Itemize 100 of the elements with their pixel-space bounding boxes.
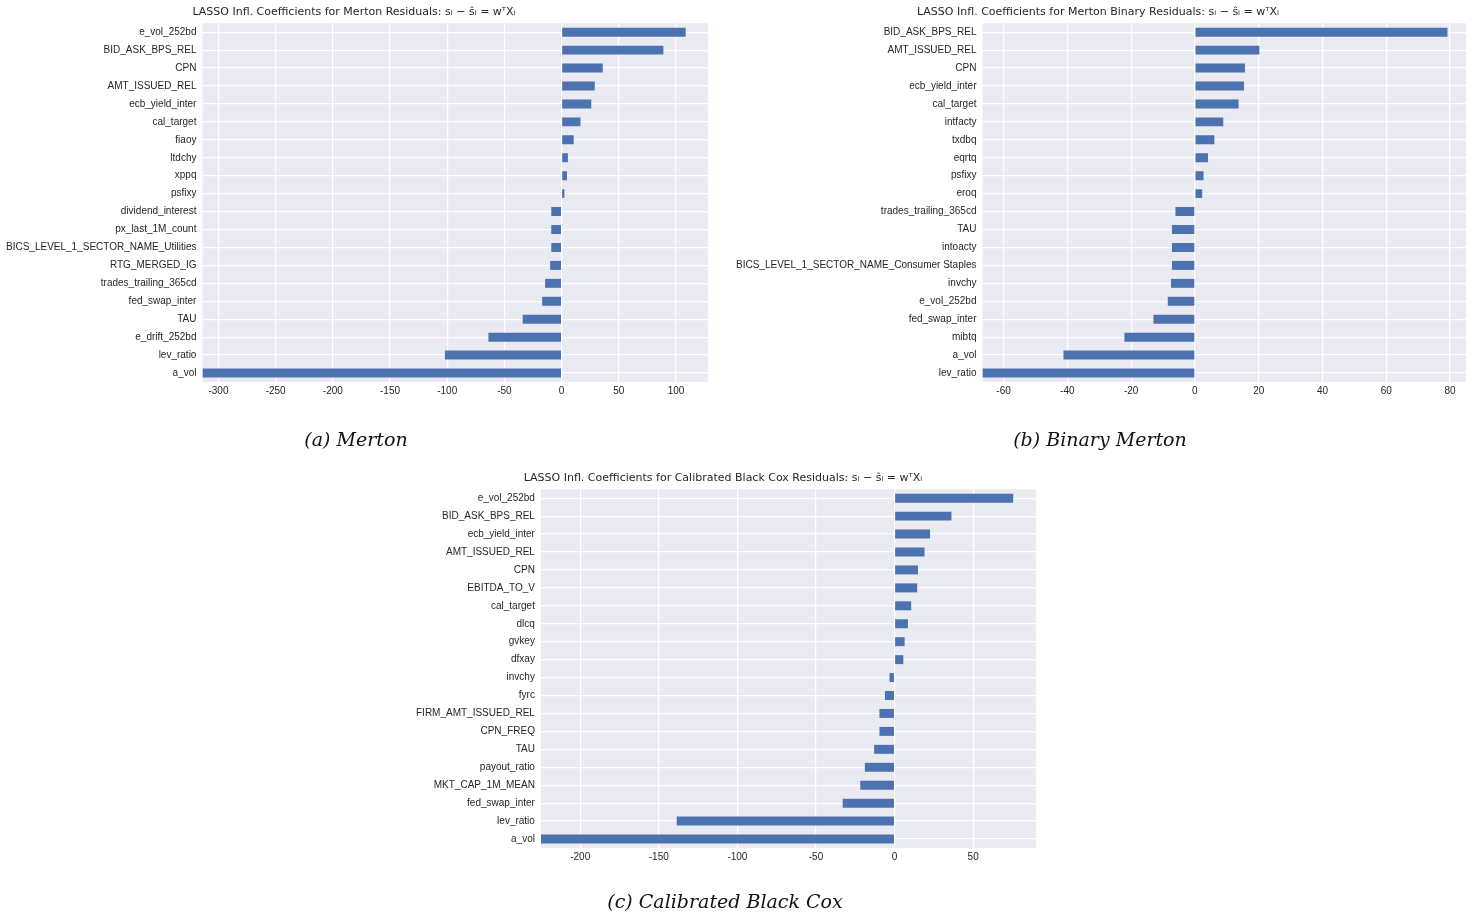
y-tick-label: BICS_LEVEL_1_SECTOR_NAME_Consumer Staples <box>736 259 977 271</box>
bar <box>895 565 918 575</box>
text: (c) Calibrated Black Cox <box>606 890 844 912</box>
bar <box>1171 225 1195 234</box>
bar <box>895 547 925 557</box>
x-tick-label: 50 <box>613 384 625 396</box>
bar <box>895 637 905 647</box>
y-tick-label: dividend_interest <box>120 205 197 217</box>
bar <box>895 655 904 665</box>
bar <box>444 350 561 360</box>
bar <box>1167 296 1195 306</box>
x-tick-label: -100 <box>727 850 748 862</box>
x-tick-label: -40 <box>1060 384 1075 396</box>
bar <box>551 207 561 217</box>
bar <box>864 762 894 772</box>
bar <box>562 189 565 199</box>
x-tick-label: 0 <box>1192 384 1199 396</box>
bar <box>551 225 561 234</box>
bar <box>1195 81 1245 91</box>
bar <box>1153 314 1195 324</box>
x-tick-label: -200 <box>322 384 344 396</box>
x-tick-label: -50 <box>497 384 513 396</box>
y-tick-label: AMT_ISSUED_REL <box>887 43 977 55</box>
bar <box>562 117 581 127</box>
bar <box>545 278 561 288</box>
y-tick-label: BID_ASK_BPS_REL <box>103 43 197 55</box>
bar <box>562 27 686 37</box>
x-tick-label: -150 <box>648 850 670 862</box>
y-tick-label: fed_swap_inter <box>908 312 978 324</box>
y-tick-label: psfixy <box>950 169 977 181</box>
y-tick-label: TAU <box>177 312 197 324</box>
y-tick-label: lev_ratio <box>938 366 977 378</box>
y-tick-label: trades_trailing_365cd <box>880 205 977 217</box>
y-tick-label: MKT_CAP_1M_MEAN <box>433 778 535 790</box>
bar <box>551 242 561 252</box>
bar <box>889 673 894 683</box>
y-tick-label: CPN_FREQ <box>480 725 536 737</box>
bar <box>1195 135 1215 145</box>
y-tick-label: cal_target <box>490 599 536 611</box>
bar <box>1195 63 1245 73</box>
bar <box>895 493 1014 503</box>
y-tick-label: lev_ratio <box>158 348 197 360</box>
bar <box>895 601 912 611</box>
y-tick-label: FIRM_AMT_ISSUED_REL <box>415 707 536 719</box>
y-tick-label: intoacty <box>942 241 977 253</box>
x-tick-label: 50 <box>967 850 980 862</box>
y-tick-label: dfxay <box>511 653 535 665</box>
bar <box>1195 153 1208 163</box>
bar <box>884 691 894 700</box>
bar <box>542 296 561 306</box>
x-tick-label: -100 <box>437 384 458 396</box>
y-tick-label: AMT_ISSUED_REL <box>445 545 536 557</box>
bar <box>1195 171 1204 181</box>
bar <box>1124 332 1195 342</box>
y-tick-label: BICS_LEVEL_1_SECTOR_NAME_Utilities <box>6 241 197 253</box>
y-tick-label: fyrc <box>518 689 535 701</box>
y-tick-label: fed_swap_inter <box>128 295 198 307</box>
y-tick-label: cal_target <box>932 97 977 109</box>
y-tick-label: e_vol_252bd <box>477 491 535 503</box>
y-tick-label: fiaoy <box>175 133 197 145</box>
bar <box>562 171 567 181</box>
y-tick-label: AMT_ISSUED_REL <box>107 79 197 91</box>
bar <box>488 332 561 342</box>
y-tick-label: CPN <box>175 61 197 73</box>
x-tick-label: -300 <box>208 384 229 396</box>
y-tick-label: a_vol <box>172 366 197 378</box>
bar <box>562 63 603 73</box>
y-tick-label: EBITDA_TO_V <box>467 581 536 593</box>
chart-title: LASSO Infl. Coefficients for Merton Binary Residuals: sᵢ − ŝᵢ = wᵀXᵢ <box>916 5 1280 19</box>
y-tick-label: dlcq <box>516 617 535 629</box>
bar <box>540 834 894 844</box>
y-tick-label: trades_trailing_365cd <box>100 277 197 289</box>
bar <box>1195 99 1239 109</box>
bar <box>982 368 1195 378</box>
y-tick-label: BID_ASK_BPS_REL <box>883 25 977 37</box>
bar <box>1171 260 1195 270</box>
bar <box>562 135 574 145</box>
bar <box>1170 278 1195 288</box>
y-tick-label: a_vol <box>952 348 977 360</box>
x-tick-label: -50 <box>808 850 824 862</box>
x-tick-label: -200 <box>570 850 591 862</box>
y-tick-label: lev_ratio <box>497 814 536 826</box>
y-tick-label: ecb_yield_inter <box>129 97 198 109</box>
y-tick-label: xppq <box>174 169 197 181</box>
bar <box>842 798 894 808</box>
x-tick-label: -250 <box>265 384 287 396</box>
y-tick-label: CPN <box>513 563 535 575</box>
bar <box>562 153 568 163</box>
y-tick-label: e_vol_252bd <box>139 25 197 37</box>
bar <box>895 619 908 629</box>
x-tick-label: 100 <box>667 384 685 396</box>
y-tick-label: fed_swap_inter <box>467 796 536 808</box>
y-tick-label: psfixy <box>170 187 197 199</box>
y-tick-label: ecb_yield_inter <box>467 527 536 539</box>
x-tick-label: -150 <box>380 384 401 396</box>
chart-title: LASSO Infl. Coefficients for Merton Residuals: sᵢ − ŝᵢ = wᵀXᵢ <box>192 5 516 19</box>
y-tick-label: txdbq <box>952 133 977 145</box>
y-tick-label: cal_target <box>152 115 197 127</box>
y-tick-label: TAU <box>957 223 977 235</box>
y-tick-label: invchy <box>506 671 535 683</box>
